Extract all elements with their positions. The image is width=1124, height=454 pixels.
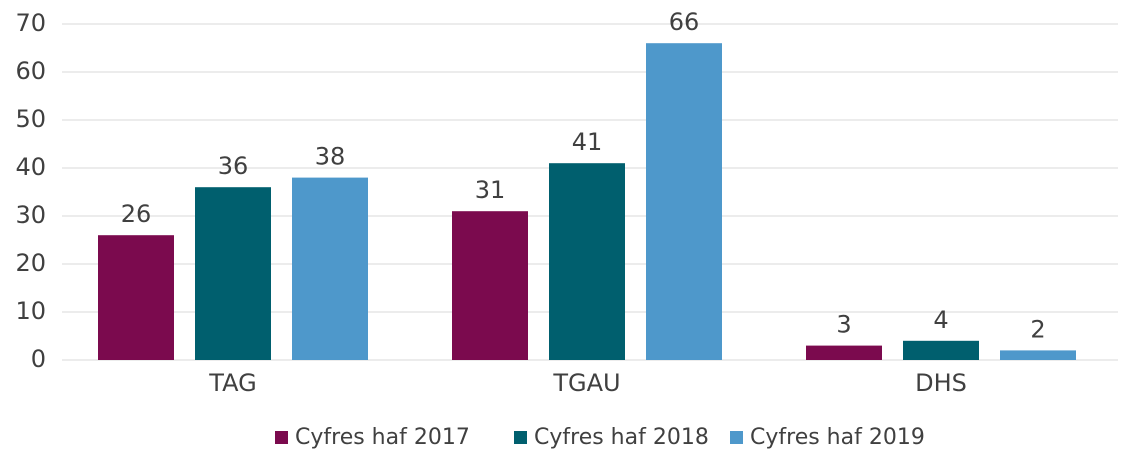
y-tick-label: 0 (31, 345, 46, 373)
y-tick-label: 20 (15, 249, 46, 277)
data-label: 26 (121, 200, 152, 228)
data-label: 2 (1030, 315, 1045, 343)
x-tick-label: DHS (915, 369, 967, 397)
data-label: 31 (475, 176, 506, 204)
y-tick-label: 10 (15, 297, 46, 325)
legend-swatch (514, 431, 527, 444)
bar (549, 163, 625, 360)
y-tick-label: 50 (15, 105, 46, 133)
bar (646, 43, 722, 360)
bar (292, 177, 368, 360)
data-label: 36 (218, 152, 249, 180)
data-label: 41 (572, 128, 603, 156)
bar (98, 235, 174, 360)
y-tick-label: 30 (15, 201, 46, 229)
data-label: 38 (315, 143, 346, 171)
bar (452, 211, 528, 360)
data-label: 3 (836, 311, 851, 339)
bar (195, 187, 271, 360)
legend-label: Cyfres haf 2018 (534, 425, 709, 450)
bar (1000, 350, 1076, 360)
bar (806, 345, 882, 360)
legend-swatch (275, 431, 288, 444)
legend-label: Cyfres haf 2019 (750, 425, 925, 450)
bar (903, 340, 979, 360)
y-tick-label: 60 (15, 57, 46, 85)
legend-label: Cyfres haf 2017 (295, 425, 470, 450)
y-tick-label: 40 (15, 153, 46, 181)
y-tick-label: 70 (15, 9, 46, 37)
x-tick-label: TAG (208, 369, 256, 397)
x-tick-label: TGAU (552, 369, 620, 397)
data-label: 4 (933, 306, 948, 334)
legend-swatch (730, 431, 743, 444)
data-label: 66 (669, 8, 700, 36)
